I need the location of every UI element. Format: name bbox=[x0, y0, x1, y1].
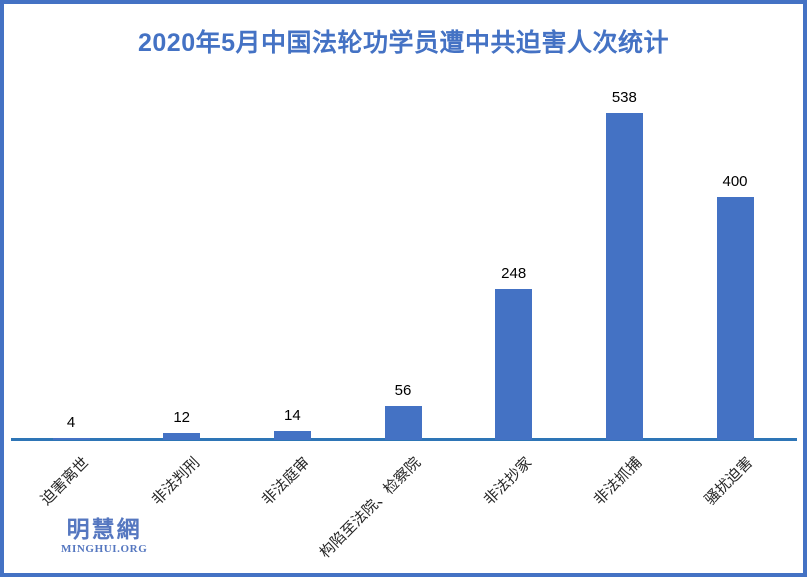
bar-value-label: 12 bbox=[173, 408, 190, 426]
bar bbox=[495, 289, 533, 440]
x-axis-category-label: 构陷至法院、检察院 bbox=[316, 454, 425, 562]
bar bbox=[716, 196, 754, 440]
chart-title: 2020年5月中国法轮功学员遭中共迫害人次统计 bbox=[137, 29, 670, 57]
bar-value-label: 538 bbox=[611, 89, 637, 106]
x-axis-category-label: 非法判刑 bbox=[148, 454, 203, 509]
minghui-logo-chinese-text: 明慧網 bbox=[66, 516, 142, 542]
x-axis-category-label: 非法抄家 bbox=[480, 454, 535, 509]
x-axis-category-label: 迫害离世 bbox=[37, 454, 93, 509]
bar bbox=[163, 432, 201, 440]
bar bbox=[273, 431, 311, 440]
bar-chart-plot: 4 迫害离世 12 非法判刑 14 非法庭审 56 构陷至法院、检察院 248 非法抄家 538 非法… bbox=[4, 4, 803, 573]
x-axis-category-label: 非法抓捕 bbox=[591, 454, 646, 509]
x-axis-category-label: 骚扰迫害 bbox=[701, 454, 757, 509]
bar-value-label: 14 bbox=[283, 407, 301, 425]
bar bbox=[605, 113, 643, 440]
bar bbox=[384, 405, 422, 440]
bar-value-label: 400 bbox=[722, 172, 748, 190]
x-axis-category-label: 非法庭审 bbox=[259, 454, 314, 509]
bar-value-label: 248 bbox=[501, 265, 527, 283]
bar bbox=[52, 437, 90, 440]
minghui-logo-english-text: MINGHUI.ORG bbox=[61, 543, 148, 556]
minghui-logo: 明慧網 MINGHUI.ORG bbox=[61, 516, 148, 556]
bar-value-label: 56 bbox=[394, 381, 412, 399]
bar-value-label: 4 bbox=[66, 413, 76, 431]
